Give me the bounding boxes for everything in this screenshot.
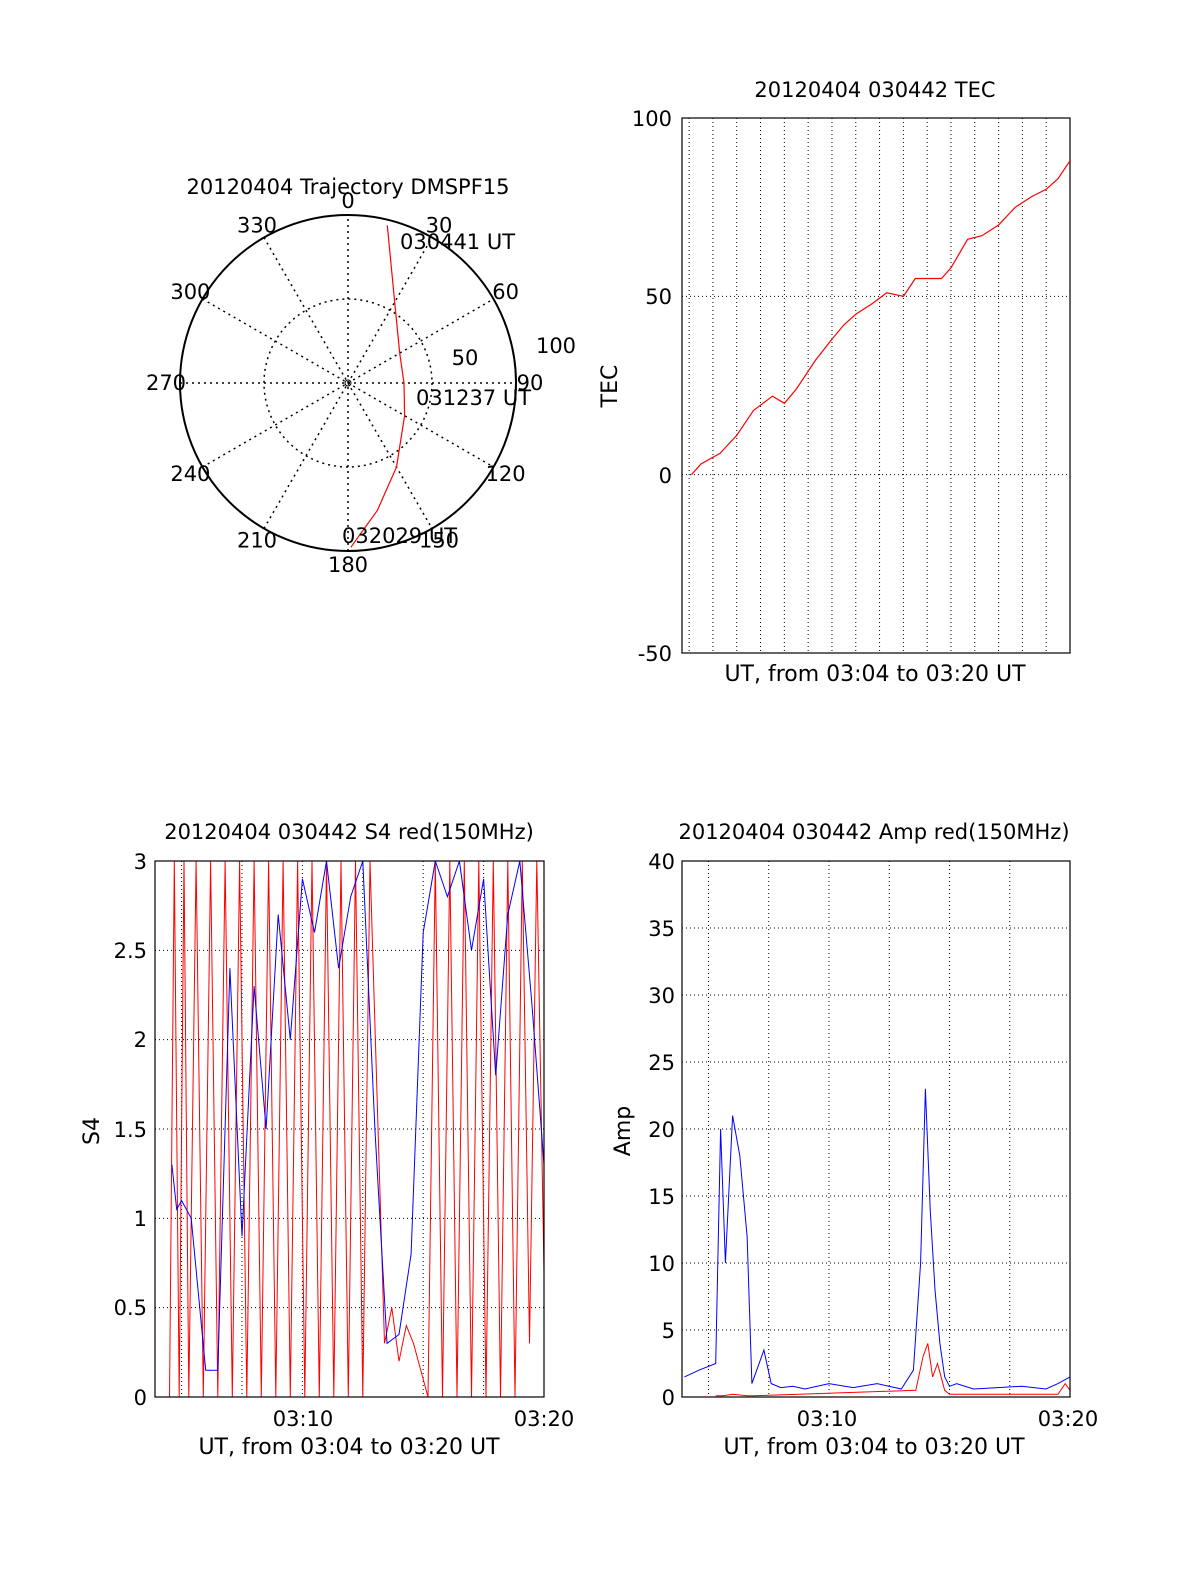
- s4-red-series-line: [169, 860, 545, 1398]
- amp-title: 20120404 030442 Amp red(150MHz): [678, 820, 1069, 844]
- s4-xtick-0320: 03:20: [514, 1407, 575, 1431]
- tec-y-tick-labels: 100 50 0 -50: [632, 107, 672, 666]
- trajectory-start-annotation: 030441 UT: [400, 230, 515, 254]
- amp-y-tick-labels: 40 35 30 25 20 15 10 5 0: [648, 850, 675, 1410]
- amp-ytick-20: 20: [648, 1118, 675, 1142]
- s4-ylabel: S4: [80, 1117, 105, 1145]
- s4-ytick-3: 3: [134, 850, 147, 874]
- polar-azimuth-label-210: 210: [237, 529, 277, 553]
- amp-xtick-0320: 03:20: [1038, 1407, 1099, 1431]
- amp-ytick-10: 10: [648, 1252, 675, 1276]
- tec-ytick-100: 100: [632, 107, 672, 131]
- amp-blue-series-line: [684, 1088, 1071, 1390]
- polar-azimuth-label-150: 150: [419, 529, 459, 553]
- polar-spoke-150: [263, 237, 433, 529]
- amp-red-series-line: [715, 1343, 1071, 1397]
- polar-azimuth-label-90: 90: [517, 371, 544, 395]
- amp-ytick-0: 0: [662, 1386, 675, 1410]
- polar-azimuth-label-330: 330: [237, 213, 277, 237]
- tec-ytick-neg50: -50: [638, 642, 672, 666]
- tec-series-line: [691, 160, 1071, 476]
- polar-azimuth-label-300: 300: [170, 280, 210, 304]
- amp-ylabel: Amp: [611, 1106, 636, 1156]
- trajectory-panel: 20120404 Trajectory DMSPF15 0 30 60 90 120 15…: [146, 175, 576, 577]
- s4-xlabel: UT, from 03:04 to 03:20 UT: [198, 1435, 500, 1460]
- amp-ytick-5: 5: [662, 1319, 675, 1343]
- polar-azimuth-label-240: 240: [170, 462, 210, 486]
- trajectory-title: 20120404 Trajectory DMSPF15: [186, 175, 509, 199]
- s4-ytick-1: 1: [134, 1207, 147, 1231]
- polar-azimuth-label-60: 60: [492, 280, 519, 304]
- polar-spokes: [180, 215, 516, 551]
- polar-azimuth-labels: 0 30 60 90 120 150 180 210 240 270 300 330: [146, 189, 543, 577]
- tec-title: 20120404 030442 TEC: [754, 78, 995, 102]
- polar-radial-label-50: 50: [452, 346, 479, 370]
- amp-panel: 20120404 030442 Amp red(150MHz) 40 35 30…: [611, 820, 1098, 1460]
- trajectory-end-annotation: 032029 UT: [342, 524, 457, 548]
- tec-ytick-50: 50: [645, 285, 672, 309]
- s4-y-tick-labels: 3 2.5 2 1.5 1 0.5 0: [114, 850, 147, 1410]
- polar-center: [344, 379, 352, 387]
- tec-grid: [682, 118, 1070, 653]
- amp-plot-frame: [681, 860, 1071, 1398]
- s4-blue-series-line: [171, 860, 545, 1371]
- tec-plot-frame: [681, 117, 1071, 654]
- trajectory-track-line: [350, 225, 406, 548]
- tec-ytick-0: 0: [659, 464, 672, 488]
- polar-azimuth-label-120: 120: [486, 462, 526, 486]
- amp-ytick-40: 40: [648, 850, 675, 874]
- amp-ytick-30: 30: [648, 984, 675, 1008]
- polar-azimuth-label-270: 270: [146, 371, 186, 395]
- s4-panel: 20120404 030442 S4 red(150MHz) 3 2.5 2 1…: [80, 820, 574, 1460]
- s4-ytick-1.5: 1.5: [114, 1118, 147, 1142]
- s4-plot-frame: [154, 860, 545, 1398]
- amp-ytick-35: 35: [648, 917, 675, 941]
- polar-azimuth-label-30: 30: [426, 213, 453, 237]
- s4-xtick-0310: 03:10: [273, 1407, 334, 1431]
- polar-radial-label-100: 100: [536, 334, 576, 358]
- s4-ytick-0: 0: [134, 1386, 147, 1410]
- amp-ytick-15: 15: [648, 1185, 675, 1209]
- tec-panel: 20120404 030442 TEC 100 50 0 -50 UT, fro…: [598, 78, 1071, 687]
- polar-azimuth-label-0: 0: [341, 189, 354, 213]
- amp-grid: [682, 861, 1070, 1397]
- amp-xlabel: UT, from 03:04 to 03:20 UT: [723, 1435, 1025, 1460]
- s4-ytick-2: 2: [134, 1028, 147, 1052]
- amp-xtick-0310: 03:10: [797, 1407, 858, 1431]
- tec-xlabel: UT, from 03:04 to 03:20 UT: [724, 662, 1026, 687]
- s4-ytick-0.5: 0.5: [114, 1296, 147, 1320]
- s4-ytick-2.5: 2.5: [114, 939, 147, 963]
- amp-ytick-25: 25: [648, 1051, 675, 1075]
- tec-ylabel: TEC: [598, 365, 623, 409]
- trajectory-mid-annotation: 031237 UT: [416, 386, 531, 410]
- polar-azimuth-label-180: 180: [328, 553, 368, 577]
- s4-title: 20120404 030442 S4 red(150MHz): [164, 820, 534, 844]
